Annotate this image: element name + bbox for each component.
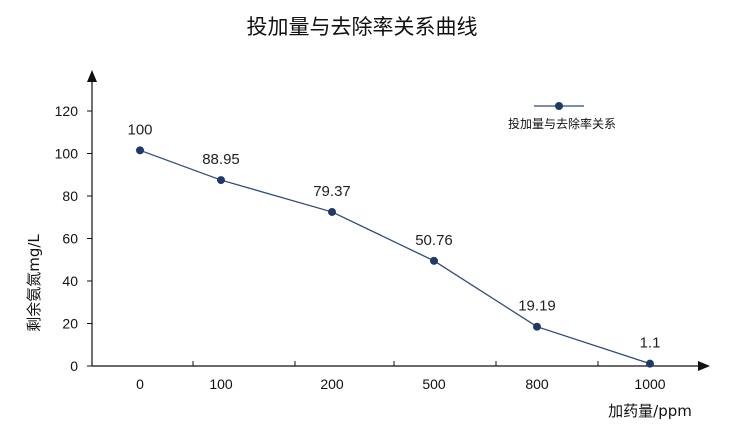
- legend-series-name: 投加量与去除率关系: [508, 116, 616, 131]
- data-labels: 100 88.95 79.37 50.76 19.19 1.1: [127, 121, 660, 351]
- data-label: 88.95: [202, 151, 240, 168]
- x-ticks: 0 100 200 500 800 1000: [136, 361, 666, 392]
- x-tick-label: 200: [320, 376, 344, 392]
- data-label: 19.19: [518, 298, 556, 315]
- data-point: [328, 207, 336, 216]
- series-line: [139, 149, 651, 365]
- x-axis-label: 加药量/ppm: [608, 402, 692, 420]
- y-tick-label: 100: [55, 146, 79, 162]
- y-tick-label: 0: [70, 358, 78, 374]
- y-tick-label: 40: [62, 273, 78, 289]
- series-points: [136, 146, 654, 368]
- y-tick-label: 20: [62, 316, 78, 332]
- data-label: 50.76: [415, 232, 453, 249]
- data-point: [430, 256, 438, 265]
- x-axis-arrow: [698, 361, 710, 371]
- data-point: [646, 359, 654, 368]
- x-tick-label: 500: [422, 376, 446, 392]
- legend-marker: [555, 102, 563, 110]
- data-point: [217, 176, 225, 185]
- y-ticks: 0 20 40 60 80 100 120: [55, 103, 92, 374]
- data-point: [533, 322, 541, 331]
- legend: 投加量与去除率关系: [508, 102, 616, 131]
- x-tick-label: 1000: [634, 376, 665, 392]
- y-tick-label: 80: [62, 188, 78, 204]
- y-tick-label: 120: [55, 103, 79, 119]
- x-tick-label: 0: [136, 376, 144, 392]
- x-tick-label: 800: [525, 376, 549, 392]
- data-point: [136, 146, 144, 155]
- y-axis-arrow: [87, 70, 97, 82]
- x-tick-label: 100: [209, 376, 233, 392]
- data-label: 100: [127, 121, 152, 138]
- y-tick-label: 60: [62, 231, 78, 247]
- data-label: 79.37: [313, 183, 351, 200]
- chart-title: 投加量与去除率关系曲线: [247, 15, 478, 39]
- axes: [87, 70, 710, 371]
- data-label: 1.1: [640, 335, 661, 352]
- y-axis-label: 剩余氨氮mg/L: [25, 234, 43, 332]
